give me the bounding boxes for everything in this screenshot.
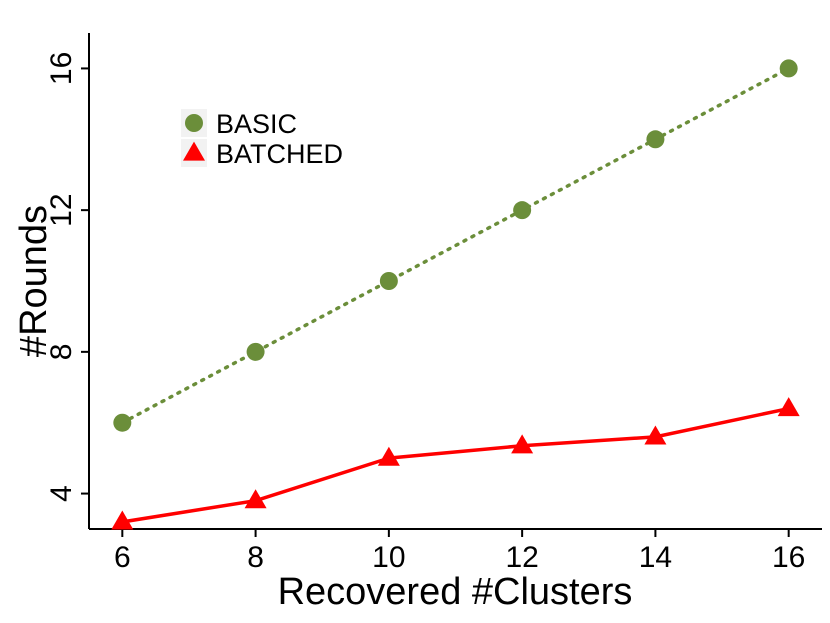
series-line-batched bbox=[122, 406, 790, 524]
y-axis-title: #Rounds bbox=[13, 205, 55, 357]
data-point-basic bbox=[779, 59, 798, 78]
legend-marker-batched bbox=[183, 141, 205, 161]
data-point-basic bbox=[113, 413, 132, 432]
data-point-batched bbox=[644, 425, 667, 445]
data-point-basic bbox=[513, 201, 532, 220]
axes bbox=[88, 33, 822, 530]
series bbox=[111, 59, 800, 530]
x-tick-label: 6 bbox=[114, 541, 131, 574]
x-tick-label: 14 bbox=[639, 541, 672, 574]
legend-item-batched: BATCHED bbox=[181, 139, 343, 169]
legend-item-basic: BASIC bbox=[181, 109, 297, 139]
x-tick-label: 16 bbox=[772, 541, 805, 574]
y-tick-label: 8 bbox=[45, 344, 78, 361]
series-basic bbox=[113, 59, 798, 432]
x-axis-title: Recovered #Clusters bbox=[278, 571, 633, 613]
data-point-batched bbox=[244, 489, 267, 509]
data-point-basic bbox=[646, 130, 665, 149]
data-point-batched bbox=[111, 510, 134, 530]
y-tick-label: 12 bbox=[45, 193, 78, 226]
x-tick-label: 8 bbox=[247, 541, 264, 574]
y-tick-label: 4 bbox=[45, 485, 78, 502]
x-tick-label: 10 bbox=[372, 541, 405, 574]
data-point-batched bbox=[377, 446, 400, 466]
y-tick-label: 16 bbox=[45, 52, 78, 85]
legend-label-basic: BASIC bbox=[216, 109, 297, 139]
ticks: 6 8 10 12 14 16 4 8 12 16 bbox=[45, 52, 805, 574]
series-batched bbox=[111, 397, 800, 530]
legend-marker-basic bbox=[185, 114, 203, 132]
data-point-batched bbox=[511, 434, 534, 454]
x-tick-label: 12 bbox=[505, 541, 538, 574]
data-point-basic bbox=[379, 272, 398, 290]
data-point-basic bbox=[246, 342, 265, 361]
series-line-basic bbox=[120, 66, 791, 425]
data-point-batched bbox=[777, 397, 800, 417]
legend-label-batched: BATCHED bbox=[216, 139, 343, 169]
